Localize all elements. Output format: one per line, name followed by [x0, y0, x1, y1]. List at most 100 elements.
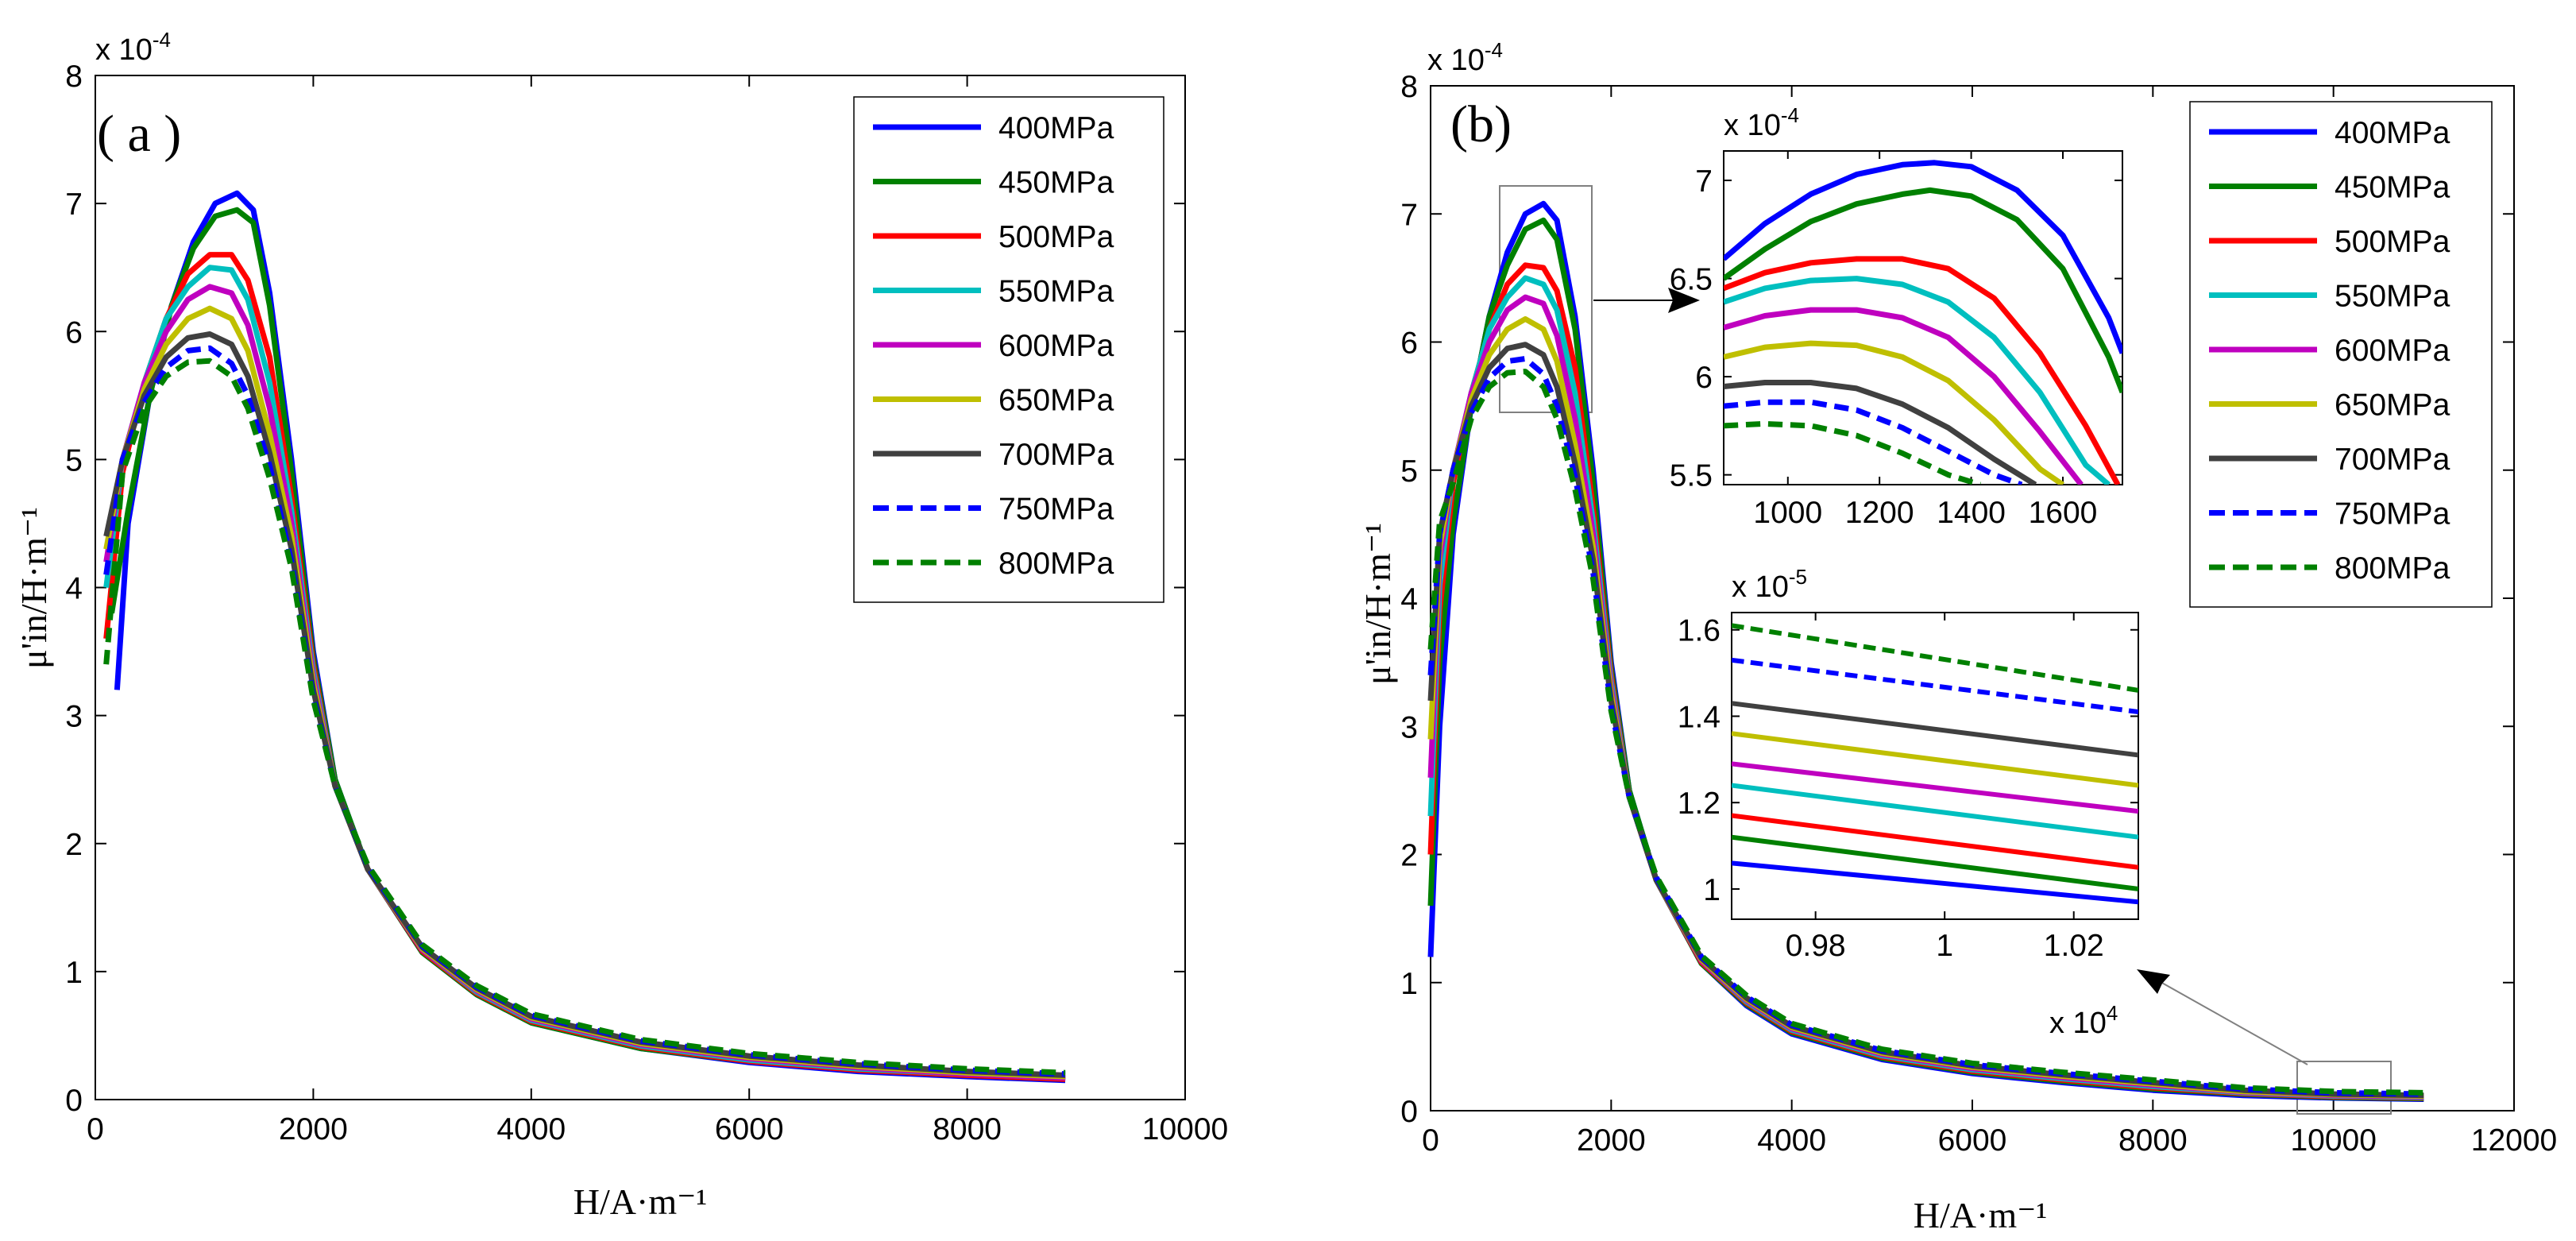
- x-tick-label: 6000: [715, 1112, 784, 1146]
- y-tick-label: 1: [1400, 967, 1418, 1001]
- y-tick-label: 5.5: [1670, 459, 1713, 493]
- series-line-800MPa: [103, 358, 1066, 1076]
- y-multiplier-base: x 10: [1724, 109, 1781, 142]
- x-multiplier: x 104: [2049, 1001, 2118, 1040]
- y-tick-label: 1: [65, 956, 83, 990]
- x-tick-label: 2000: [1577, 1123, 1646, 1158]
- axes-frame-2: [1723, 150, 2123, 485]
- y-tick-label: 2: [65, 828, 83, 862]
- inset-bottom-bg: [1732, 613, 2138, 919]
- series-line-650MPa: [1724, 340, 2064, 485]
- y-tick-label: 5: [65, 443, 83, 477]
- x-tick-label: 8000: [2118, 1123, 2188, 1158]
- series-line-500MPa: [1724, 256, 2121, 485]
- arrow-head-peak: [1668, 288, 1700, 313]
- legend-label: 450MPa: [998, 166, 1114, 200]
- series-group-3: [1732, 623, 2138, 905]
- legend-label: 400MPa: [998, 111, 1114, 145]
- y-tick-label: 6: [65, 315, 83, 350]
- series-line-550MPa: [1724, 276, 2111, 485]
- legend-label: 650MPa: [2335, 389, 2450, 423]
- series-line-700MPa: [1724, 380, 2037, 485]
- arrow-line-tail: [2160, 981, 2308, 1065]
- legend-label: 500MPa: [998, 220, 1114, 254]
- y-tick-label: 4: [1400, 582, 1418, 617]
- legend-label: 700MPa: [2335, 443, 2450, 477]
- y-multiplier-base: x 10: [1732, 570, 1789, 604]
- series-line-700MPa: [1732, 701, 2138, 758]
- x-tick-label: 1000: [1753, 496, 1822, 530]
- x-tick-label: 2000: [279, 1112, 348, 1146]
- series-line-600MPa: [1724, 307, 2084, 485]
- y-tick-label: 2: [1400, 839, 1418, 873]
- legend-label: 600MPa: [2335, 334, 2450, 368]
- y-axis-label: μ'in/H·m⁻¹: [14, 507, 54, 669]
- series-line-750MPa: [1732, 657, 2138, 714]
- series-line-750MPa: [1724, 399, 2023, 485]
- legend-label: 450MPa: [2335, 171, 2450, 205]
- x-tick-label: 0.98: [1786, 929, 1846, 963]
- series-line-400MPa: [1732, 860, 2138, 905]
- x-tick-label: 0: [1422, 1123, 1439, 1158]
- y-tick-label: 8: [65, 60, 83, 94]
- inset-top-bg: [1724, 151, 2122, 485]
- series-line-800MPa: [1724, 420, 1982, 485]
- x-tick-label: 1600: [2029, 496, 2098, 530]
- y-multiplier: x 10-4: [95, 28, 171, 67]
- y-multiplier-exponent: -4: [153, 28, 171, 52]
- zoom-box-tail: [2296, 1061, 2392, 1115]
- y-multiplier: x 10-5: [1732, 565, 1807, 604]
- y-tick-label: 7: [65, 188, 83, 222]
- x-tick-label: 1.02: [2044, 929, 2104, 963]
- x-tick-label: 8000: [933, 1112, 1002, 1146]
- y-multiplier: x 10-4: [1427, 38, 1503, 77]
- y-tick-label: 7: [1400, 198, 1418, 232]
- y-tick-label: 3: [1400, 710, 1418, 744]
- arrow-head-tail: [2137, 969, 2170, 994]
- series-line-800MPa: [1732, 623, 2138, 693]
- legend-label: 600MPa: [998, 329, 1114, 363]
- y-tick-label: 6: [1400, 327, 1418, 361]
- x-multiplier-exponent: 4: [2107, 1001, 2118, 1025]
- panel-label-b: (b): [1450, 95, 1512, 153]
- y-tick-label: 4: [65, 572, 83, 606]
- x-tick-label: 4000: [496, 1112, 566, 1146]
- x-tick-label: 1: [1936, 929, 1953, 963]
- legend-label: 800MPa: [2335, 551, 2450, 586]
- x-axis-label: H/A·m⁻¹: [1914, 1195, 2047, 1235]
- legend-label: 500MPa: [2335, 225, 2450, 259]
- x-tick-label: 0: [87, 1112, 104, 1146]
- legend-label: 750MPa: [2335, 497, 2450, 532]
- x-tick-label: 1400: [1937, 496, 2006, 530]
- y-multiplier-base: x 10: [1427, 44, 1485, 77]
- y-tick-label: 0: [1400, 1095, 1418, 1129]
- y-multiplier-base: x 10: [95, 33, 153, 67]
- legend-label: 700MPa: [998, 438, 1114, 472]
- y-tick-label: 0: [65, 1084, 83, 1118]
- series-line-500MPa: [1732, 813, 2138, 870]
- legend-label: 550MPa: [2335, 280, 2450, 314]
- legend-label: 400MPa: [2335, 116, 2450, 150]
- x-multiplier-base: x 10: [2049, 1007, 2107, 1040]
- series-line-450MPa: [1732, 834, 2138, 891]
- y-tick-label: 1.4: [1678, 700, 1721, 734]
- x-tick-label: 10000: [1142, 1112, 1228, 1146]
- legend-label: 750MPa: [998, 493, 1114, 527]
- y-tick-label: 1.2: [1678, 787, 1721, 821]
- y-multiplier-exponent: -4: [1485, 38, 1503, 62]
- y-multiplier: x 10-4: [1724, 103, 1799, 142]
- series-line-600MPa: [1732, 761, 2138, 814]
- y-tick-label: 1: [1703, 873, 1721, 907]
- series-line-400MPa: [1724, 160, 2122, 354]
- series-group-2: [1724, 160, 2122, 485]
- series-group-0: [103, 190, 1066, 1084]
- y-multiplier-exponent: -5: [1789, 565, 1807, 589]
- x-tick-label: 6000: [1938, 1123, 2007, 1158]
- y-tick-label: 5: [1400, 454, 1418, 489]
- y-axis-label: μ'in/H·m⁻¹: [1358, 523, 1398, 685]
- panel-label-a: ( a ): [97, 105, 181, 163]
- series-line-650MPa: [1732, 731, 2138, 788]
- y-tick-label: 7: [1695, 164, 1713, 199]
- x-tick-label: 4000: [1757, 1123, 1826, 1158]
